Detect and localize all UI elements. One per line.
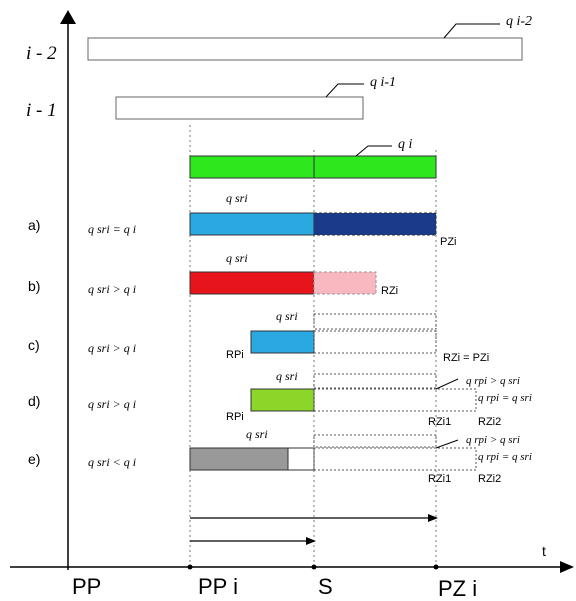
arrow-ppi-pzi-head <box>428 514 438 522</box>
tick-ppi <box>187 564 193 570</box>
case-e-leader <box>435 439 459 449</box>
case-a-bar-2 <box>313 212 437 236</box>
case-e-bar-white <box>287 447 315 471</box>
case-d-condition: q sri > q i <box>88 397 136 411</box>
bar-q-i-2 <box>87 37 523 61</box>
case-c-bar <box>250 330 315 354</box>
t-axis-label: t <box>542 543 546 559</box>
case-b-bar-label: q sri <box>226 251 248 265</box>
case-d-bar-label: q sri <box>276 369 298 383</box>
x-label-pzi: PZ i <box>438 576 477 601</box>
x-label-ppi: PP i <box>198 574 238 599</box>
tick-s <box>311 564 317 570</box>
case-c-bar-label: q sri <box>276 309 298 323</box>
case-d-tag-rpi-gt: q rpi > q sri <box>466 375 520 387</box>
case-b-bar-2 <box>313 271 377 295</box>
tick-pzi <box>433 564 439 570</box>
x-label-s: S <box>318 574 333 599</box>
leader-q-i-2 <box>443 23 500 39</box>
case-d-dashed-upper <box>313 373 437 389</box>
case-a-condition: q sri = q i <box>88 222 136 236</box>
bar-q-i <box>189 155 437 179</box>
y-label-i-2: i - 2 <box>26 43 57 64</box>
case-e-tag-rzi1: RZi1 <box>428 473 451 485</box>
x-axis-arrow <box>560 561 574 573</box>
case-e-condition: q sri < q i <box>88 455 136 469</box>
case-b-condition: q sri > q i <box>88 282 136 296</box>
case-c-tag-rzi-pzi: RZi = PZi <box>443 352 489 364</box>
x-label-pp: PP <box>72 574 101 599</box>
leader-q-i-1 <box>325 83 364 98</box>
case-e-tag-rzi2: RZi2 <box>478 473 501 485</box>
label-q-i: q i <box>398 137 413 152</box>
case-d-tag-rpi: RPi <box>226 411 244 423</box>
case-e-bar <box>189 447 289 471</box>
case-e-tag-rpi-gt: q rpi > q sri <box>466 434 520 446</box>
label-q-i-1: q i-1 <box>370 75 396 90</box>
case-a-tag-pzi: PZi <box>440 236 457 248</box>
case-e-dashed-upper <box>313 434 437 448</box>
y-label-i-1: i - 1 <box>26 100 57 121</box>
bar-q-i-1 <box>115 96 364 120</box>
y-axis-arrow <box>60 10 76 24</box>
case-d-tag-rpi-eq: q rpi = q sri <box>478 392 532 404</box>
label-q-i-2: q i-2 <box>506 14 532 29</box>
case-d-leader <box>435 378 459 390</box>
case-a-id: a) <box>28 217 40 233</box>
case-c-condition: q sri > q i <box>88 341 136 355</box>
case-d-tag-rzi1: RZi1 <box>428 416 451 428</box>
case-e-dashed-lower <box>313 447 477 471</box>
case-b-id: b) <box>28 278 40 294</box>
case-e-bar-label: q sri <box>246 427 268 441</box>
case-b-tag-rzi: RZi <box>381 285 398 297</box>
case-d-dashed-lower <box>313 388 477 412</box>
case-d-bar <box>250 388 315 412</box>
case-a-bar-1 <box>189 212 315 236</box>
arrow-ppi-s-head <box>306 537 316 545</box>
case-e-tag-rpi-eq: q rpi = q sri <box>478 451 532 463</box>
case-b-bar-1 <box>189 271 315 295</box>
leader-q-i <box>355 145 392 157</box>
case-c-dashed-upper <box>313 313 437 330</box>
case-a-bar-label: q sri <box>226 191 248 205</box>
case-e-id: e) <box>28 451 40 467</box>
case-c-id: c) <box>28 337 40 353</box>
case-c-tag-rpi: RPi <box>226 349 244 361</box>
case-c-dashed-lower <box>313 330 437 354</box>
case-d-id: d) <box>28 393 40 409</box>
case-d-tag-rzi2: RZi2 <box>478 416 501 428</box>
